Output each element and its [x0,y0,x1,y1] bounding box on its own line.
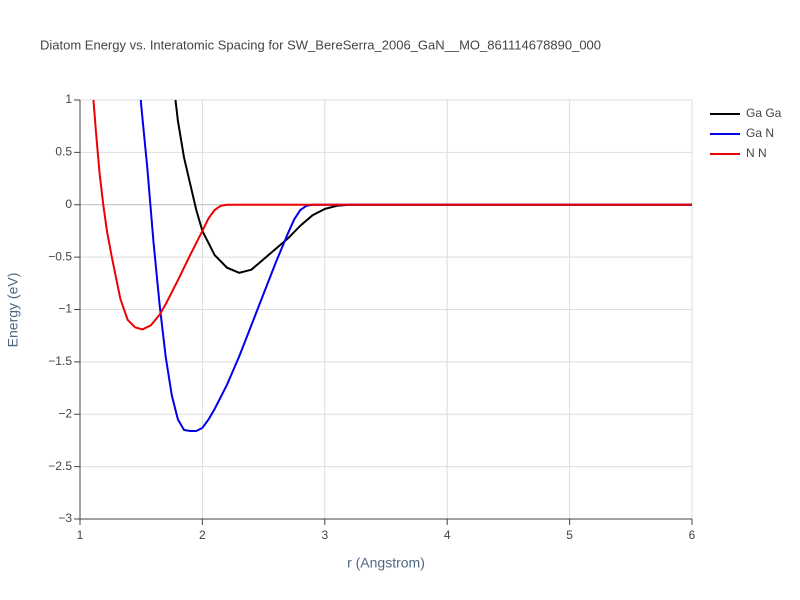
y-tick-label: −2.5 [48,459,72,473]
y-tick-label: 1 [65,92,72,106]
x-tick-label: 6 [689,528,696,542]
y-tick-label: 0.5 [55,145,72,159]
x-axis-label: r (Angstrom) [347,555,425,571]
legend-label: Ga Ga [746,106,782,120]
plot-area [92,100,692,433]
x-tick-label: 2 [199,528,206,542]
legend-label: Ga N [746,126,774,140]
legend-label: N N [746,146,767,160]
x-tick-label: 5 [566,528,573,542]
y-tick-label: −0.5 [48,249,72,263]
x-tick-label: 1 [77,528,84,542]
x-tick-label: 4 [444,528,451,542]
y-tick-label: 0 [65,197,72,211]
chart-title: Diatom Energy vs. Interatomic Spacing fo… [40,37,601,52]
y-tick-label: −1 [58,302,72,316]
series-line [139,100,692,433]
series-line [92,100,692,331]
y-tick-label: −2 [58,406,72,420]
y-axis-label: Energy (eV) [5,273,21,348]
series-line [174,100,692,274]
y-tick-label: −3 [58,511,72,525]
y-tick-label: −1.5 [48,354,72,368]
x-tick-label: 3 [321,528,328,542]
